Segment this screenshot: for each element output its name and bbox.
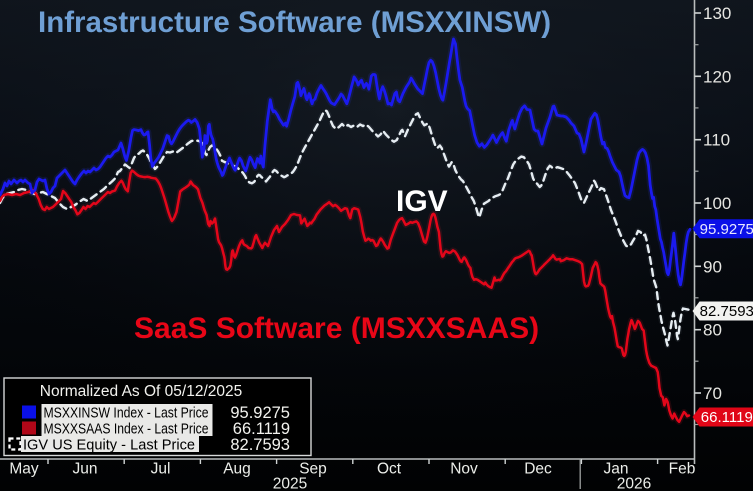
svg-text:Oct: Oct [377,461,402,478]
svg-text:SaaS Software (MSXXSAAS): SaaS Software (MSXXSAAS) [134,312,539,345]
svg-text:Normalized As Of 05/12/2025: Normalized As Of 05/12/2025 [40,383,242,400]
svg-text:95.9275: 95.9275 [230,404,290,422]
svg-text:90: 90 [703,257,722,276]
svg-text:Dec: Dec [524,461,552,478]
svg-text:2025: 2025 [273,476,307,491]
svg-text:IGV US Equity - Last Price: IGV US Equity - Last Price [23,437,195,454]
svg-text:Aug: Aug [223,461,251,478]
svg-text:80: 80 [703,321,722,340]
svg-text:66.1119: 66.1119 [701,409,753,426]
svg-text:Jan: Jan [604,461,629,478]
svg-text:IGV: IGV [396,185,448,218]
svg-text:82.7593: 82.7593 [700,303,753,320]
svg-text:Nov: Nov [450,461,478,478]
svg-text:Sep: Sep [299,461,327,478]
svg-text:May: May [9,461,39,478]
svg-text:Jun: Jun [73,461,98,478]
svg-text:Jul: Jul [151,461,171,478]
svg-text:Feb: Feb [669,461,696,478]
svg-text:130: 130 [703,4,731,23]
svg-text:120: 120 [703,67,731,86]
svg-text:110: 110 [703,131,730,150]
svg-text:95.9275: 95.9275 [700,221,753,238]
svg-text:100: 100 [703,194,731,213]
svg-text:MSXXINSW Index - Last Price: MSXXINSW Index - Last Price [44,405,209,422]
svg-text:2026: 2026 [617,476,651,491]
svg-text:MSXXSAAS Index - Last Price: MSXXSAAS Index - Last Price [44,421,209,438]
svg-text:Infrastructure Software (MSXXI: Infrastructure Software (MSXXINSW) [38,6,551,39]
svg-text:70: 70 [703,384,722,403]
svg-text:66.1119: 66.1119 [233,420,290,438]
svg-text:82.7593: 82.7593 [230,436,290,454]
